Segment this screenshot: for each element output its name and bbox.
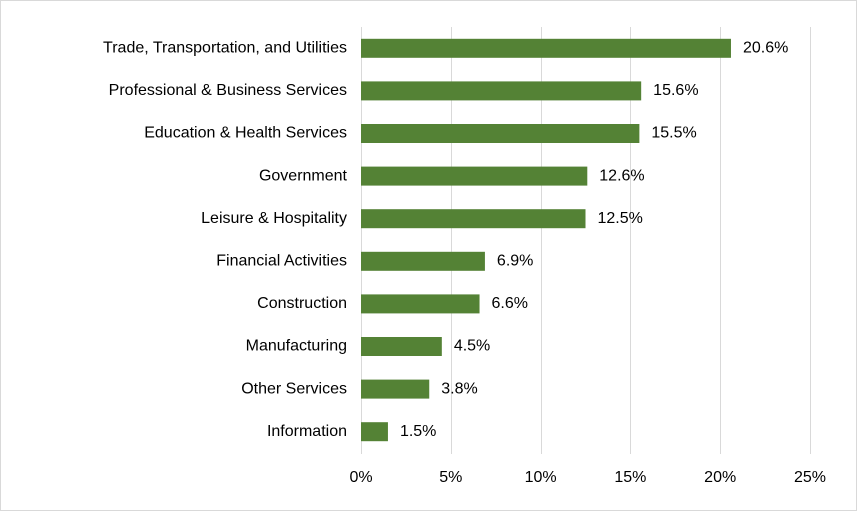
category-label: Government: [259, 167, 348, 184]
category-label: Other Services: [241, 380, 347, 397]
x-tick-label: 25%: [794, 469, 826, 486]
bar: [361, 38, 731, 58]
data-label: 20.6%: [743, 40, 788, 57]
x-tick-label: 5%: [439, 469, 462, 486]
data-label: 15.5%: [651, 125, 696, 142]
data-label: 6.9%: [497, 253, 533, 270]
x-tick-label: 20%: [704, 469, 736, 486]
category-label: Manufacturing: [246, 338, 347, 355]
bar: [361, 251, 485, 271]
data-label: 4.5%: [454, 338, 490, 355]
category-label: Leisure & Hospitality: [201, 210, 347, 227]
data-label: 15.6%: [653, 82, 698, 99]
bar: [361, 337, 442, 356]
category-label: Information: [267, 423, 347, 440]
x-axis-tick-labels: 0% 5% 10% 15% 20% 25%: [349, 469, 826, 486]
category-label: Trade, Transportation, and Utilities: [103, 40, 347, 57]
bar: [361, 294, 480, 314]
value-labels: 20.6% 15.6% 15.5% 12.6% 12.5% 6.9% 6.6% 4.5% 3.8…: [400, 40, 788, 440]
data-label: 3.8%: [441, 380, 477, 397]
bars: [361, 38, 731, 442]
data-label: 1.5%: [400, 423, 436, 440]
category-label: Education & Health Services: [144, 125, 347, 142]
bar: [361, 209, 586, 229]
category-label: Professional & Business Services: [109, 82, 347, 99]
bar: [361, 166, 588, 186]
bar: [361, 124, 640, 143]
x-tick-label: 0%: [349, 469, 372, 486]
bar: [361, 81, 642, 101]
bar: [361, 379, 430, 399]
data-label: 6.6%: [492, 295, 528, 312]
category-label: Construction: [257, 295, 347, 312]
data-label: 12.5%: [598, 210, 643, 227]
x-tick-label: 10%: [525, 469, 557, 486]
x-tick-label: 15%: [614, 469, 646, 486]
category-label: Financial Activities: [216, 253, 347, 270]
data-label: 12.6%: [599, 167, 644, 184]
category-labels: Trade, Transportation, and Utilities Prof…: [103, 40, 348, 440]
bar: [361, 422, 388, 442]
